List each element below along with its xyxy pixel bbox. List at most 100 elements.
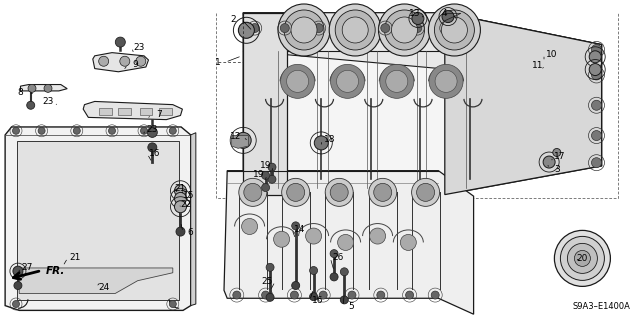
Circle shape xyxy=(380,64,414,98)
Circle shape xyxy=(109,127,115,134)
Circle shape xyxy=(136,56,146,66)
Circle shape xyxy=(412,12,424,25)
Circle shape xyxy=(175,192,186,204)
Circle shape xyxy=(175,185,186,197)
Circle shape xyxy=(554,230,611,286)
Circle shape xyxy=(310,293,317,301)
Circle shape xyxy=(370,228,385,244)
Circle shape xyxy=(412,178,440,206)
Circle shape xyxy=(266,293,274,301)
Polygon shape xyxy=(445,13,602,195)
Circle shape xyxy=(282,178,310,206)
Circle shape xyxy=(589,51,601,63)
Circle shape xyxy=(291,17,317,43)
Circle shape xyxy=(591,100,602,110)
Polygon shape xyxy=(159,108,172,115)
Text: 5: 5 xyxy=(348,302,353,311)
Circle shape xyxy=(262,291,269,299)
Polygon shape xyxy=(99,108,112,115)
Circle shape xyxy=(148,143,157,152)
Circle shape xyxy=(147,127,157,137)
Text: 23: 23 xyxy=(147,125,158,134)
Circle shape xyxy=(274,231,290,247)
Text: 3: 3 xyxy=(554,165,559,174)
Circle shape xyxy=(335,10,375,50)
Circle shape xyxy=(340,268,348,276)
Circle shape xyxy=(244,183,262,201)
Text: 26: 26 xyxy=(332,253,344,262)
Circle shape xyxy=(377,291,385,299)
Text: 13: 13 xyxy=(409,9,420,18)
Text: 19: 19 xyxy=(253,170,265,179)
Polygon shape xyxy=(19,268,173,293)
Circle shape xyxy=(337,70,358,92)
Circle shape xyxy=(392,17,417,43)
Circle shape xyxy=(27,101,35,109)
Circle shape xyxy=(342,17,368,43)
Text: 22: 22 xyxy=(180,200,191,209)
Circle shape xyxy=(338,234,354,250)
Circle shape xyxy=(417,183,435,201)
Text: 23: 23 xyxy=(134,43,145,52)
Circle shape xyxy=(250,24,259,33)
Circle shape xyxy=(591,70,602,80)
Polygon shape xyxy=(232,136,248,148)
Circle shape xyxy=(435,10,474,50)
Text: 17: 17 xyxy=(554,152,566,161)
Circle shape xyxy=(310,266,317,275)
Text: 16: 16 xyxy=(312,296,323,305)
Circle shape xyxy=(268,175,276,183)
Circle shape xyxy=(568,243,597,273)
Circle shape xyxy=(292,281,300,290)
Circle shape xyxy=(38,127,45,134)
Text: 12: 12 xyxy=(230,132,241,141)
Circle shape xyxy=(386,70,408,92)
Circle shape xyxy=(330,64,365,98)
Circle shape xyxy=(381,24,390,33)
Circle shape xyxy=(280,24,289,33)
Circle shape xyxy=(238,22,255,38)
Text: 25: 25 xyxy=(262,277,273,286)
Circle shape xyxy=(330,249,338,258)
Text: 15: 15 xyxy=(183,191,195,200)
Circle shape xyxy=(435,70,457,92)
Circle shape xyxy=(291,291,298,299)
Polygon shape xyxy=(20,85,67,91)
Circle shape xyxy=(413,24,422,33)
Circle shape xyxy=(348,291,356,299)
Circle shape xyxy=(319,291,327,299)
Circle shape xyxy=(262,171,269,180)
Circle shape xyxy=(284,10,324,50)
Circle shape xyxy=(278,4,330,56)
Polygon shape xyxy=(224,171,474,314)
Circle shape xyxy=(329,4,381,56)
Circle shape xyxy=(115,37,125,47)
Text: 7: 7 xyxy=(156,110,161,119)
Circle shape xyxy=(262,183,269,192)
Circle shape xyxy=(591,130,602,141)
Circle shape xyxy=(406,291,413,299)
Polygon shape xyxy=(243,13,287,195)
Polygon shape xyxy=(83,101,182,120)
Circle shape xyxy=(401,234,417,250)
Text: 6: 6 xyxy=(188,228,193,237)
Circle shape xyxy=(591,44,602,55)
Circle shape xyxy=(280,64,315,98)
Text: 14: 14 xyxy=(294,225,305,234)
Text: 19: 19 xyxy=(260,161,271,170)
Text: 1: 1 xyxy=(215,58,220,67)
Polygon shape xyxy=(17,141,179,300)
Polygon shape xyxy=(243,13,602,195)
Circle shape xyxy=(176,227,185,236)
Text: 27: 27 xyxy=(21,263,33,272)
Circle shape xyxy=(239,178,267,206)
Text: 9: 9 xyxy=(133,60,138,69)
Circle shape xyxy=(429,64,463,98)
Circle shape xyxy=(589,63,601,76)
Circle shape xyxy=(28,84,36,93)
Text: 24: 24 xyxy=(98,283,109,292)
Circle shape xyxy=(266,263,274,271)
Circle shape xyxy=(242,219,258,234)
Circle shape xyxy=(369,178,397,206)
Circle shape xyxy=(330,273,338,281)
